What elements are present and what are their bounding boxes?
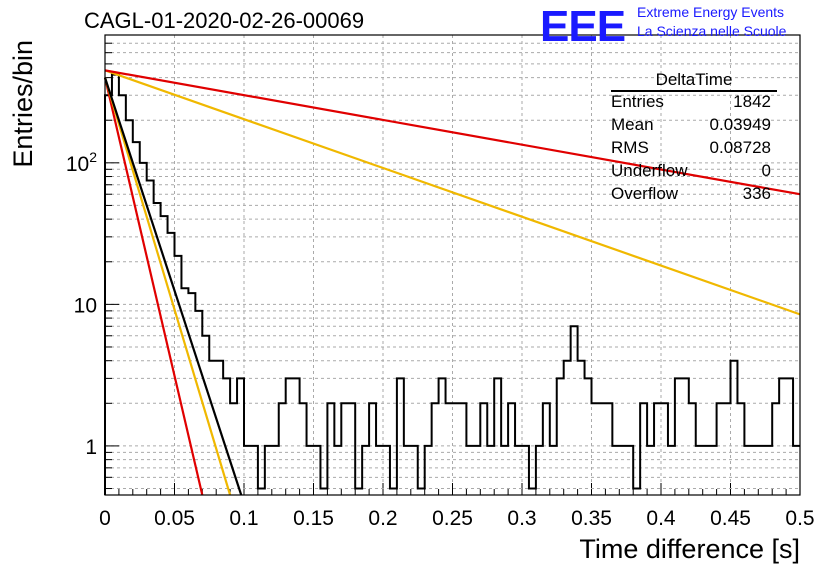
y-tick-label: 10 [74,294,97,317]
x-tick-label: 0.15 [293,507,334,530]
x-tick-label: 0 [99,507,111,530]
x-tick-label: 0.3 [507,507,536,530]
x-tick-label: 0.1 [229,507,258,530]
stats-label: Underflow [611,161,688,180]
stats-row-underflow: Underflow 0 [611,159,777,182]
y-axis-label: Entries/bin [8,40,38,168]
plot-frame [104,34,801,496]
y-tick-label: 1 [85,436,97,459]
stats-value: 0.08728 [709,138,771,157]
stats-box: DeltaTime Entries 1842 Mean 0.03949 RMS … [611,70,777,205]
x-tick-label: 0.05 [154,507,195,530]
histogram-series [104,73,800,495]
stats-row-overflow: Overflow 336 [611,182,777,205]
stats-row-entries: Entries 1842 [611,90,777,113]
eee-logo: EEE [540,2,626,51]
logo-line-2: La Scienza nelle Scuole [637,23,787,39]
stats-label: Entries [611,92,664,111]
fit-line [103,77,243,496]
run-title: CAGL-01-2020-02-26-00069 [84,8,365,33]
logo-line-1: Extreme Energy Events [637,4,785,20]
stats-value: 0 [761,161,771,180]
fit-line [103,77,232,496]
stats-label: Mean [611,115,654,134]
x-tick-label: 0.2 [368,507,397,530]
stats-label: Overflow [611,184,679,203]
stats-value: 0.03949 [709,115,771,134]
stats-value: 1842 [733,92,771,111]
x-tick-label: 0.25 [432,507,473,530]
x-tick-label: 0.5 [785,507,814,530]
stats-title: DeltaTime [655,70,733,89]
x-axis-label: Time difference [s] [579,534,800,564]
x-tick-label: 0.4 [646,507,676,530]
stats-value: 336 [742,184,771,203]
stats-label: RMS [611,138,649,157]
stats-row-rms: RMS 0.08728 [611,136,777,159]
fit-line [104,69,801,316]
fit-line [104,69,801,196]
fit-line [103,77,204,496]
x-tick-label: 0.45 [710,507,751,530]
x-tick-label: 0.35 [571,507,612,530]
y-tick-label: 102 [66,149,97,176]
stats-row-mean: Mean 0.03949 [611,113,777,136]
y-tick-exponent: 2 [89,149,97,165]
